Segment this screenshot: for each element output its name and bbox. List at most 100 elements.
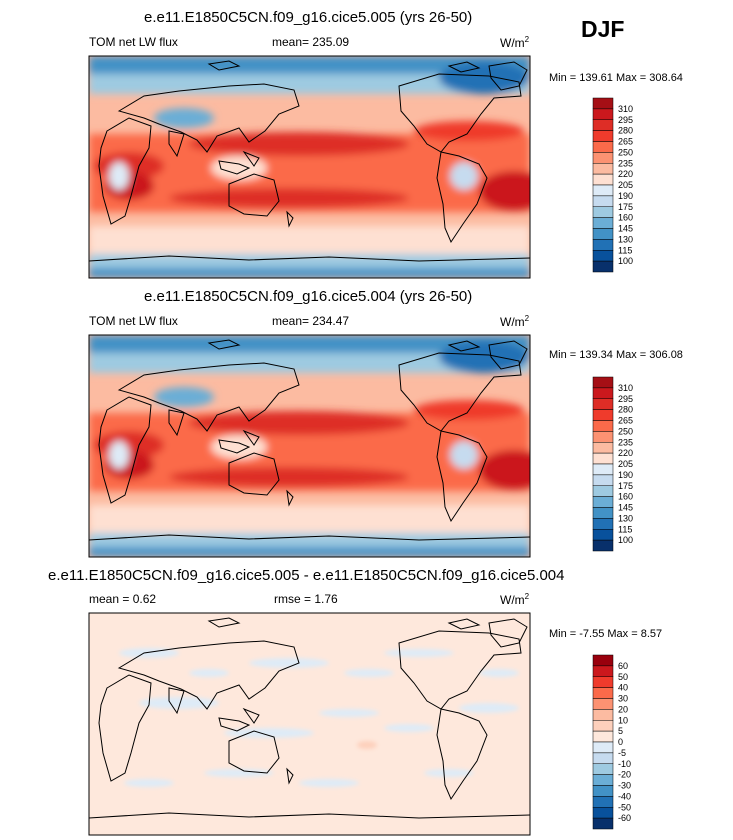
field-region-2	[89, 335, 530, 353]
field-region-13	[109, 441, 129, 469]
colorbar-label: 145	[618, 503, 633, 513]
colorbar-swatch	[592, 507, 614, 519]
panel-1-units: W/m2	[500, 35, 530, 50]
colorbar-swatch	[592, 741, 614, 754]
colorbar-swatch	[592, 141, 614, 153]
colorbar-swatch	[592, 463, 614, 476]
panel-2-variable-label: TOM net LW flux	[89, 314, 178, 328]
colorbar-swatch	[592, 409, 614, 421]
colorbar-swatch	[592, 665, 614, 677]
colorbar-label: 10	[618, 715, 628, 725]
colorbar-swatch	[592, 163, 614, 175]
field-region-12	[211, 156, 267, 180]
colorbar-swatch	[592, 206, 614, 218]
diff-region-15	[479, 669, 519, 677]
colorbar-label: -30	[618, 781, 631, 791]
panel-1-minmax: Min = 139.61 Max = 308.64	[549, 72, 683, 84]
colorbar-label: 220	[618, 448, 633, 458]
panel-3-minmax: Min = -7.55 Max = 8.57	[549, 628, 663, 640]
colorbar-swatch	[592, 752, 614, 764]
map-frame	[88, 334, 531, 558]
colorbar-label: 280	[618, 126, 633, 136]
field-region-6	[189, 132, 409, 156]
colorbar-swatch	[592, 420, 614, 432]
diff-region-9	[204, 769, 274, 777]
colorbar-label: -5	[618, 748, 626, 758]
colorbar-swatch	[592, 676, 614, 688]
colorbar-label: 130	[618, 513, 633, 523]
colorbar-swatch	[592, 398, 614, 410]
coastlines	[89, 617, 530, 819]
colorbar-label: 235	[618, 437, 633, 447]
colorbar-swatch	[592, 452, 614, 465]
map-frame	[88, 612, 531, 836]
map-frame	[88, 55, 531, 279]
field-region-4	[154, 108, 214, 128]
colorbar-label: 40	[618, 683, 628, 693]
colorbar-label: 250	[618, 426, 633, 436]
colorbar-swatch	[592, 250, 614, 262]
panel-3-title: e.e11.E1850C5CN.f09_g16.cice5.005 - e.e1…	[48, 567, 565, 584]
colorbar-swatch	[592, 195, 614, 207]
field-region-2	[89, 56, 530, 74]
colorbar-swatch	[592, 442, 614, 454]
field-region-8	[169, 467, 409, 487]
colorbar-label: 115	[618, 245, 632, 255]
colorbar-label: 160	[618, 213, 633, 223]
colorbar-swatch	[592, 720, 614, 732]
colorbar-label: 50	[618, 672, 628, 682]
season-label: DJF	[581, 16, 625, 42]
colorbar-label: 205	[618, 459, 633, 469]
colorbar-label: -60	[618, 813, 631, 823]
panel-3-units: W/m2	[500, 592, 530, 607]
panel-3-mean-label: mean = 0.62	[89, 592, 157, 606]
field-region-14	[450, 162, 478, 190]
diff-region-12	[424, 769, 474, 777]
colorbar-swatch	[592, 763, 614, 775]
colorbar-label: 175	[618, 202, 633, 212]
colorbar-label: 115	[618, 524, 632, 534]
field-region-12	[211, 435, 267, 459]
colorbar-label: 145	[618, 224, 633, 234]
colorbar-label: 295	[618, 394, 633, 404]
colorbar-label: 265	[618, 416, 633, 426]
colorbar-label: 190	[618, 191, 633, 201]
colorbar-label: -20	[618, 770, 631, 780]
field-region-3	[439, 341, 529, 373]
colorbar-swatch	[592, 152, 614, 164]
colorbar-swatch	[592, 97, 614, 110]
colorbar-label: 235	[618, 158, 633, 168]
coastlines	[89, 60, 530, 262]
colorbar-swatch	[592, 260, 614, 273]
colorbar-label: 310	[618, 383, 633, 393]
colorbar-swatch	[592, 130, 614, 142]
colorbar-label: 5	[618, 726, 623, 736]
colorbar-swatch	[592, 496, 614, 508]
colorbar-label: 175	[618, 481, 633, 491]
colorbar-swatch	[592, 785, 614, 797]
colorbar-swatch	[592, 184, 614, 197]
colorbar-swatch	[592, 239, 614, 251]
colorbar-swatch	[592, 687, 614, 699]
colorbar-swatch	[592, 539, 614, 552]
colorbar-1: 3102952802652502352202051901751601451301…	[592, 97, 633, 273]
field-region-8	[169, 188, 409, 208]
panel-2-title: e.e11.E1850C5CN.f09_g16.cice5.004 (yrs 2…	[144, 288, 473, 305]
diff-region-positive	[357, 741, 377, 749]
colorbar-swatch	[592, 108, 614, 120]
colorbar-swatch	[592, 474, 614, 486]
colorbar-label: 160	[618, 492, 633, 502]
colorbar-swatch	[592, 796, 614, 808]
field-region-15	[89, 505, 530, 535]
field-region-9	[479, 171, 530, 211]
colorbar-swatch	[592, 709, 614, 721]
field-background	[89, 613, 530, 835]
map-panel-1	[88, 55, 531, 279]
field-region-9	[479, 450, 530, 490]
colorbar-label: 310	[618, 104, 633, 114]
field-region-4	[154, 387, 214, 407]
colorbar-label: 220	[618, 169, 633, 179]
panel-1-variable-label: TOM net LW flux	[89, 35, 178, 49]
panel-3-rmse-label: rmse = 1.76	[274, 592, 338, 606]
